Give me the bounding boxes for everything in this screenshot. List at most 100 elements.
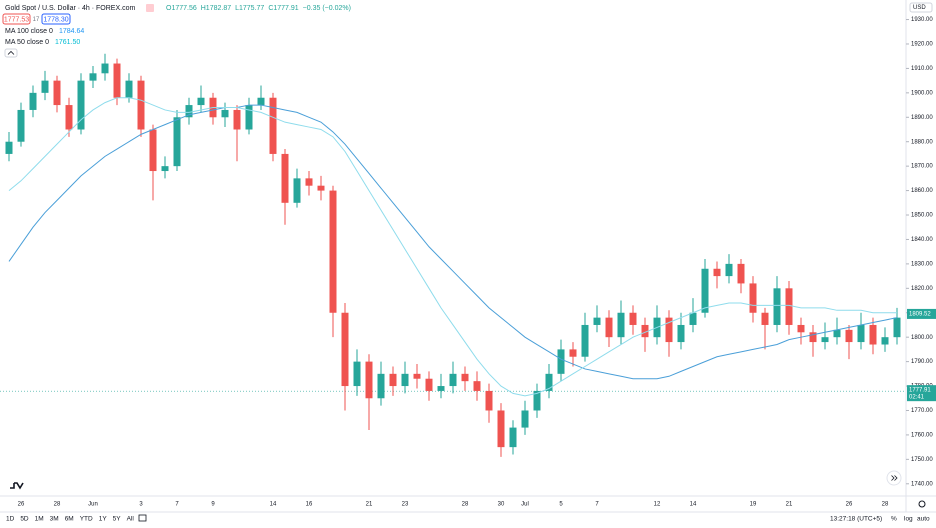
buy-price[interactable]: 1778.30 [43, 16, 68, 23]
candle-body [221, 109, 229, 118]
candle-body [593, 317, 601, 325]
scroll-icon[interactable] [891, 475, 898, 481]
x-tick-label: 7 [175, 502, 179, 508]
flag-badge[interactable] [146, 4, 154, 12]
range-button[interactable]: 1M [35, 516, 44, 523]
candle-body [689, 312, 697, 325]
collapse-icon[interactable] [7, 50, 15, 55]
range-button[interactable]: 3M [50, 516, 59, 523]
currency[interactable]: USD [913, 5, 926, 11]
candle-body [125, 80, 133, 98]
settings-icon[interactable] [918, 500, 926, 508]
candle-body [101, 63, 109, 74]
candle-body [737, 263, 745, 284]
candle-body [461, 373, 469, 382]
y-tick-label: 1880.00 [911, 139, 933, 145]
candle-body [257, 97, 265, 106]
sell-price[interactable]: 1777.53 [4, 16, 29, 23]
candle-body [665, 317, 673, 343]
indicator-label: MA 50 close 0 [5, 39, 49, 46]
y-tick-label: 1850.00 [911, 213, 933, 219]
countdown: 02:41 [909, 395, 925, 401]
candle-body [185, 105, 193, 118]
tv-logo [10, 482, 24, 490]
candle-body [269, 97, 277, 154]
ohlc-value: C1777.91 [268, 5, 298, 12]
range-button[interactable]: 6M [65, 516, 74, 523]
range-button[interactable]: 1D [6, 516, 15, 523]
scale-option[interactable]: % [891, 516, 897, 523]
candle-body [317, 185, 325, 191]
scale-option[interactable]: log [904, 516, 913, 523]
x-tick-label: 21 [786, 502, 793, 508]
candle-body [485, 390, 493, 411]
x-tick-label: 12 [654, 502, 661, 508]
last-price-box [907, 385, 936, 402]
x-tick-label: 19 [750, 502, 757, 508]
candle-body [341, 312, 349, 387]
range-button[interactable]: 1Y [99, 516, 108, 523]
candle-body [5, 141, 13, 154]
range-button[interactable]: 5Y [113, 516, 122, 523]
candle-body [473, 381, 481, 391]
candle-body [377, 373, 385, 399]
clock: 13:27:18 (UTC+5) [830, 516, 882, 523]
collapse-button[interactable] [4, 48, 18, 58]
sell-button[interactable] [2, 13, 31, 25]
y-tick-label: 1830.00 [911, 261, 933, 267]
candle-body [545, 373, 553, 391]
y-tick-label: 1840.00 [911, 237, 933, 243]
candle-body [785, 288, 793, 325]
x-tick-label: 7 [595, 502, 599, 508]
ma-price-label: 1809.52 [909, 311, 931, 317]
ohlc-value: H1782.87 [201, 5, 231, 12]
range-button[interactable]: YTD [80, 516, 93, 523]
y-tick-label: 1910.00 [911, 66, 933, 72]
candle-body [725, 263, 733, 277]
candle-body [197, 97, 205, 106]
range-button[interactable]: All [127, 516, 135, 523]
candle-body [281, 153, 289, 203]
indicator-value: 1784.64 [59, 28, 84, 35]
x-tick-label: 28 [462, 502, 469, 508]
candle-body [533, 390, 541, 411]
candle-body [137, 80, 145, 130]
buy-button[interactable] [41, 13, 71, 25]
x-tick-label: 30 [498, 502, 505, 508]
calendar-icon[interactable] [138, 514, 147, 522]
candle-body [65, 105, 73, 130]
candle-body [305, 178, 313, 186]
candle-body [77, 80, 85, 130]
candle-body [149, 129, 157, 172]
spread: 17 [33, 17, 40, 23]
candle-body [173, 117, 181, 167]
candle-body [641, 324, 649, 338]
candle-body [713, 268, 721, 277]
candle-body [245, 105, 253, 130]
x-tick-label: 26 [846, 502, 853, 508]
candle-body [557, 349, 565, 374]
symbol-title: Gold Spot / U.S. Dollar · 4h · FOREX.com [5, 5, 135, 12]
currency-button[interactable] [909, 2, 933, 13]
candle-body [833, 329, 841, 338]
candle-body [401, 373, 409, 387]
candle-body [857, 324, 865, 343]
candle-body [353, 361, 361, 387]
range-button[interactable]: 5D [20, 516, 29, 523]
x-tick-label: 28 [54, 502, 61, 508]
y-tick-label: 1740.00 [911, 481, 933, 487]
candle-body [113, 63, 121, 98]
scale-option[interactable]: auto [917, 516, 930, 523]
x-tick-label: 3 [139, 502, 143, 508]
x-tick-label: 23 [402, 502, 409, 508]
candle-body [821, 337, 829, 343]
candle-body [797, 324, 805, 333]
x-tick-label: 28 [882, 502, 889, 508]
y-tick-label: 1790.00 [911, 359, 933, 365]
moving-average [8, 97, 897, 397]
candle-body [749, 283, 757, 313]
candle-body [773, 288, 781, 325]
candle-body [161, 166, 169, 172]
candle-body [569, 349, 577, 357]
